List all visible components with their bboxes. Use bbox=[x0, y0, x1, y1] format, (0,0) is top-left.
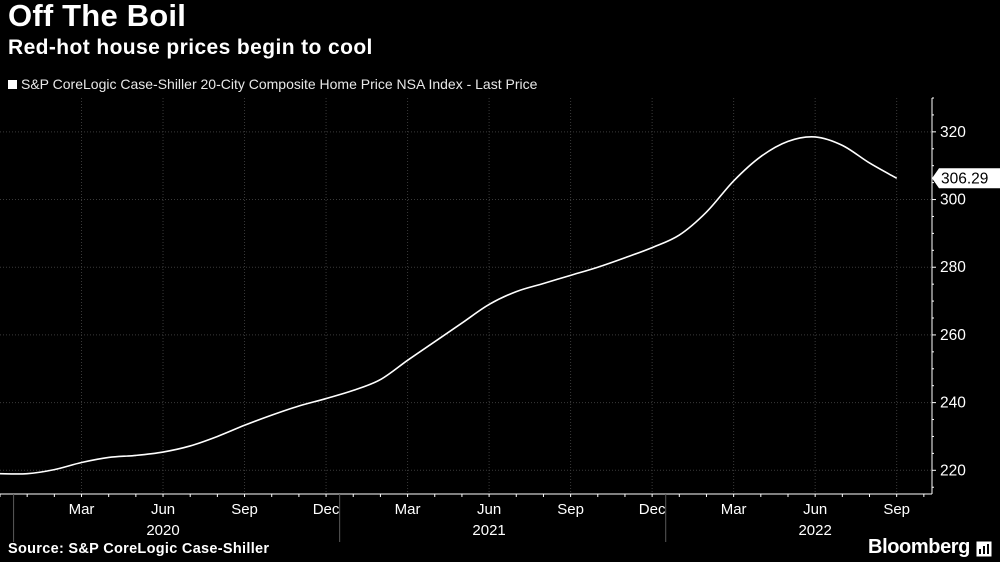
x-tick-label: Mar bbox=[721, 501, 747, 518]
x-year-label: 2020 bbox=[146, 522, 179, 539]
x-year-label: 2022 bbox=[798, 522, 831, 539]
y-tick-label: 240 bbox=[940, 395, 966, 412]
x-tick-label: Sep bbox=[557, 501, 584, 518]
x-tick-label: Jun bbox=[803, 501, 827, 518]
x-tick-label: Jun bbox=[477, 501, 501, 518]
x-tick-label: Jun bbox=[151, 501, 175, 518]
x-tick-label: Dec bbox=[639, 501, 666, 518]
source-note: Source: S&P CoreLogic Case-Shiller bbox=[8, 541, 270, 557]
legend-label: S&P CoreLogic Case-Shiller 20-City Compo… bbox=[21, 76, 538, 92]
y-tick-label: 320 bbox=[940, 124, 966, 141]
last-value-label: 306.29 bbox=[941, 171, 988, 188]
y-tick-label: 300 bbox=[940, 192, 966, 209]
bloomberg-logo: Bloomberg bbox=[868, 536, 970, 558]
chart-subtitle: Red-hot house prices begin to cool bbox=[8, 36, 373, 59]
x-tick-label: Mar bbox=[69, 501, 95, 518]
x-year-label: 2021 bbox=[472, 522, 505, 539]
terminal-chart-icon bbox=[976, 541, 992, 557]
legend-swatch bbox=[8, 79, 17, 89]
last-value-tag: 306.29 bbox=[932, 168, 1000, 189]
y-tick-label: 260 bbox=[940, 327, 966, 344]
legend: S&P CoreLogic Case-Shiller 20-City Compo… bbox=[8, 76, 537, 92]
x-tick-label: Sep bbox=[883, 501, 910, 518]
y-tick-label: 220 bbox=[940, 462, 966, 479]
x-tick-label: Sep bbox=[231, 501, 258, 518]
y-tick-label: 280 bbox=[940, 259, 966, 276]
x-tick-label: Dec bbox=[313, 501, 340, 518]
x-tick-label: Mar bbox=[395, 501, 421, 518]
series-line bbox=[0, 135, 898, 475]
last-value-tag-bg bbox=[932, 168, 1000, 189]
chart-title: Off The Boil bbox=[8, 0, 187, 33]
